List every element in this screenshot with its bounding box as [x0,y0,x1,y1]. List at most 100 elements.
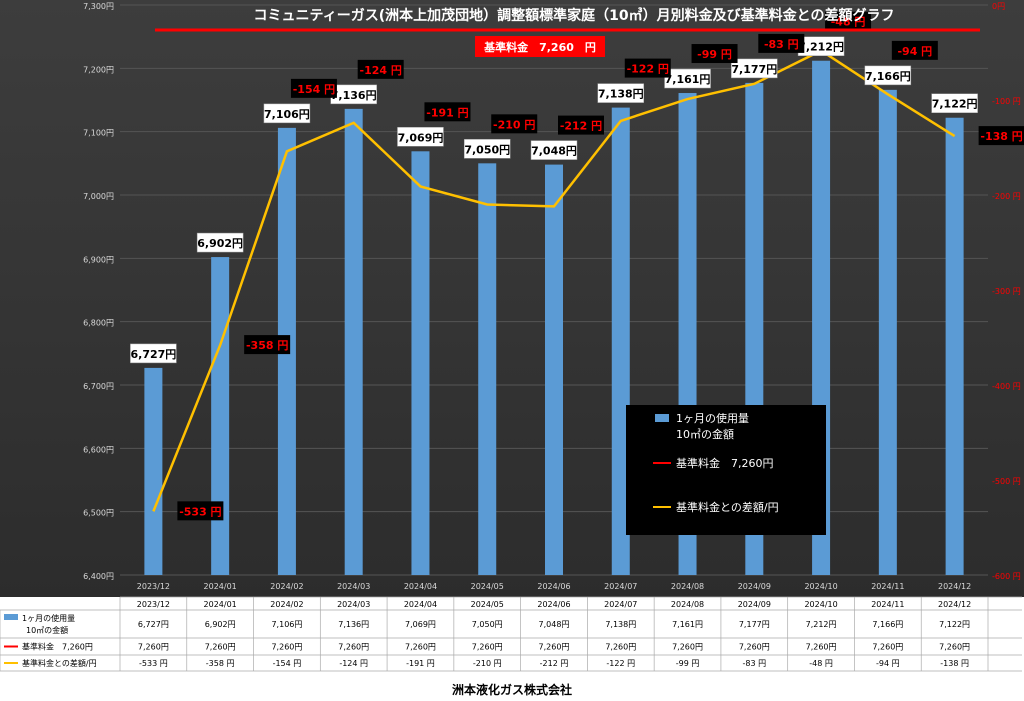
bar-value-label: 7,166円 [864,65,912,86]
x-category-label: 2024/04 [404,582,437,591]
bar-value-label: 7,069円 [397,127,444,147]
y-left-tick-label: 6,600円 [83,445,114,454]
legend: 1ヶ月の使用量 10㎥の金額 基準料金 7,260円 基準料金との差額/円 [626,405,826,535]
table-cell: 7,260円 [872,643,903,652]
bar-value-label: 7,136円 [330,84,377,105]
table-row-swatch [4,614,18,620]
table-cell: 7,136円 [338,620,369,629]
table-header-cell: 2024/02 [270,600,303,609]
table-header-cell: 2024/11 [871,600,904,609]
chart-background [0,0,1024,680]
table-cell: 7,106円 [271,620,302,629]
bar-value-box [130,343,177,364]
difference-value-box [424,102,471,122]
x-category-label: 2024/07 [604,582,637,591]
table-cell: 7,260円 [271,643,302,652]
difference-value-box [290,78,337,98]
y-right-tick-label: -600 円 [992,572,1021,581]
difference-value-label: -124 円 [357,59,404,79]
difference-value-box [758,33,805,53]
standard-price-text: 基準料金 7,260 円 [483,40,596,54]
table-cell: 7,138円 [605,620,636,629]
y-right-tick-label: -200 円 [992,192,1021,201]
bar-value-label: 7,138円 [597,83,645,103]
difference-value-box [491,114,538,134]
difference-value-text: -212 円 [560,120,602,133]
bar-value-box [664,68,711,89]
bar-value-text: 7,106円 [264,108,310,121]
difference-value-text: -99 円 [697,48,732,61]
table-header-cell: 2023/12 [137,600,170,609]
difference-value-label: -48 円 [825,11,872,31]
legend-bar-swatch [655,414,669,422]
table-cell: 7,260円 [338,643,369,652]
bar-2024/12 [945,117,964,575]
table-cell: -94 円 [876,659,900,668]
y-left-tick-label: 7,200円 [83,65,114,74]
bar-value-box [864,65,912,86]
bar-value-box [597,83,645,103]
y-left-tick-label: 6,400円 [83,572,114,581]
difference-value-text: -138 円 [980,130,1022,143]
difference-value-text: -533 円 [179,505,221,518]
bar-2024/05 [478,163,497,576]
x-category-label: 2024/09 [738,582,771,591]
standard-price-box [475,36,605,57]
table-cell: -154 円 [273,659,302,668]
legend-item-red: 基準料金 7,260円 [676,456,774,470]
difference-value-label: -212 円 [558,115,604,135]
difference-value-label: -191 円 [424,102,471,122]
x-category-label: 2024/02 [270,582,303,591]
table-row-label: 基準料金 7,260円 [22,642,93,652]
table-cell: -83 円 [743,659,767,668]
bar-value-label: 7,050円 [463,139,511,159]
bar-value-text: 7,161円 [665,73,711,86]
table-cell: -533 円 [139,659,168,668]
difference-value-text: -124 円 [360,64,402,77]
table-cell: 7,166円 [872,620,903,629]
bar-value-label: 7,161円 [664,68,711,89]
y-left-tick-label: 7,000円 [83,192,114,201]
bar-value-text: 7,122円 [932,98,978,111]
table-header-cell: 2024/07 [604,600,637,609]
bar-value-label: 6,727円 [130,343,177,364]
bar-value-text: 6,902円 [197,237,243,250]
x-category-label: 2024/03 [337,582,370,591]
y-left-tick-label: 6,800円 [83,319,114,328]
difference-value-label: -122 円 [624,58,671,78]
bar-value-box [196,232,244,253]
difference-value-label: -138 円 [978,126,1024,146]
bar-value-text: 7,048円 [531,145,577,158]
x-category-label: 2024/05 [471,582,504,591]
bar-value-text: 7,069円 [398,131,444,144]
difference-value-box [891,40,938,60]
x-category-label: 2023/12 [137,582,170,591]
table-cell: -124 円 [339,659,368,668]
y-left-tick-label: 7,300円 [83,2,114,11]
table-cell: 7,050円 [472,620,503,629]
bar-value-box [263,103,311,124]
table-cell: 7,260円 [138,643,169,652]
y-right-tick-label: -400 円 [992,382,1021,391]
bar-value-box [530,140,578,160]
table-cell: -210 円 [473,659,502,668]
table-cell: -191 円 [406,659,435,668]
table-cell: 7,177円 [739,620,770,629]
y-left-tick-label: 6,500円 [83,509,114,518]
chart-area: 6,400円 6,500円 6,600円 6,700円 6,800円 6,900円 7,00… [0,0,1024,680]
chart-svg: 6,400円 6,500円 6,600円 6,700円 6,800円 6,900円 7,00… [0,0,1024,680]
difference-value-label: -358 円 [244,335,291,355]
bar-value-text: 7,166円 [865,70,911,83]
difference-value-label: -533 円 [177,501,224,521]
table-cell: 7,161円 [672,620,703,629]
difference-value-label: -99 円 [691,44,738,64]
legend-item-bar-line2: 10㎥の金額 [676,427,734,441]
bar-value-text: 7,050円 [464,143,510,156]
bar-value-box [931,93,978,113]
difference-value-box [978,126,1024,146]
bar-value-text: 6,727円 [130,348,176,361]
bar-value-label: 7,048円 [530,140,578,160]
difference-value-text: -48 円 [831,16,866,29]
bar-2024/07 [611,107,630,575]
difference-value-box [558,115,604,135]
